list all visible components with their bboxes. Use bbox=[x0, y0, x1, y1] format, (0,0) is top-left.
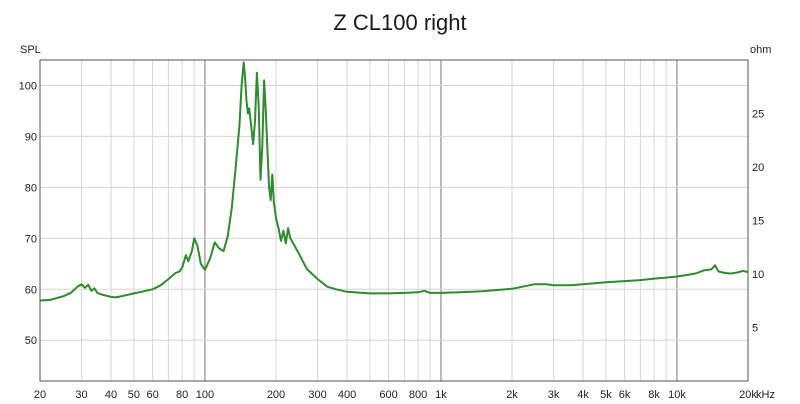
x-tick-label: 1k bbox=[435, 389, 447, 401]
tick-labels: 20 30 40 50 60 80 100 200 300 400 600 800 1k 2k 3k 4k 5k… bbox=[19, 80, 765, 401]
y-axis-left-label: SPL bbox=[20, 44, 41, 56]
y-tick-label-left: 80 bbox=[25, 182, 37, 194]
y-tick-label-left: 70 bbox=[25, 233, 37, 245]
y-tick-label-right: 25 bbox=[752, 109, 764, 121]
grid bbox=[40, 60, 748, 381]
x-tick-label: 4k bbox=[577, 389, 589, 401]
x-tick-label: 10k bbox=[668, 389, 686, 401]
x-tick-label: 40 bbox=[105, 389, 117, 401]
x-tick-label: 50 bbox=[128, 389, 140, 401]
chart-title: Z CL100 right bbox=[333, 10, 466, 35]
x-axis-unit: kHz bbox=[756, 389, 775, 401]
y-tick-label-right: 20 bbox=[752, 162, 764, 174]
x-tick-label: 2k bbox=[506, 389, 518, 401]
x-tick-label: 6k bbox=[619, 389, 631, 401]
x-tick-label: 800 bbox=[409, 389, 427, 401]
y-tick-label-right: 15 bbox=[752, 216, 764, 228]
x-tick-label: 200 bbox=[267, 389, 285, 401]
x-tick-label: 80 bbox=[176, 389, 188, 401]
x-tick-label: 20k bbox=[739, 389, 757, 401]
series-line bbox=[39, 61, 749, 302]
x-tick-label: 5k bbox=[600, 389, 612, 401]
x-tick-label: 30 bbox=[75, 389, 87, 401]
y-tick-label-right: 10 bbox=[752, 269, 764, 281]
x-tick-label: 8k bbox=[648, 389, 660, 401]
x-tick-label: 600 bbox=[379, 389, 397, 401]
series-layer bbox=[39, 61, 749, 302]
y-axis-right-label: ohm bbox=[750, 44, 771, 56]
plot-frame bbox=[39, 59, 749, 382]
x-tick-label: 100 bbox=[196, 389, 214, 401]
x-tick-label: 60 bbox=[146, 389, 158, 401]
y-tick-label-left: 100 bbox=[19, 80, 37, 92]
x-tick-label: 300 bbox=[308, 389, 326, 401]
x-tick-label: 400 bbox=[338, 389, 356, 401]
y-tick-label-left: 90 bbox=[25, 131, 37, 143]
x-tick-label: 3k bbox=[548, 389, 560, 401]
y-tick-label-right: 5 bbox=[752, 323, 758, 335]
y-tick-label-left: 50 bbox=[25, 335, 37, 347]
x-tick-label: 20 bbox=[34, 389, 46, 401]
y-tick-label-left: 60 bbox=[25, 284, 37, 296]
